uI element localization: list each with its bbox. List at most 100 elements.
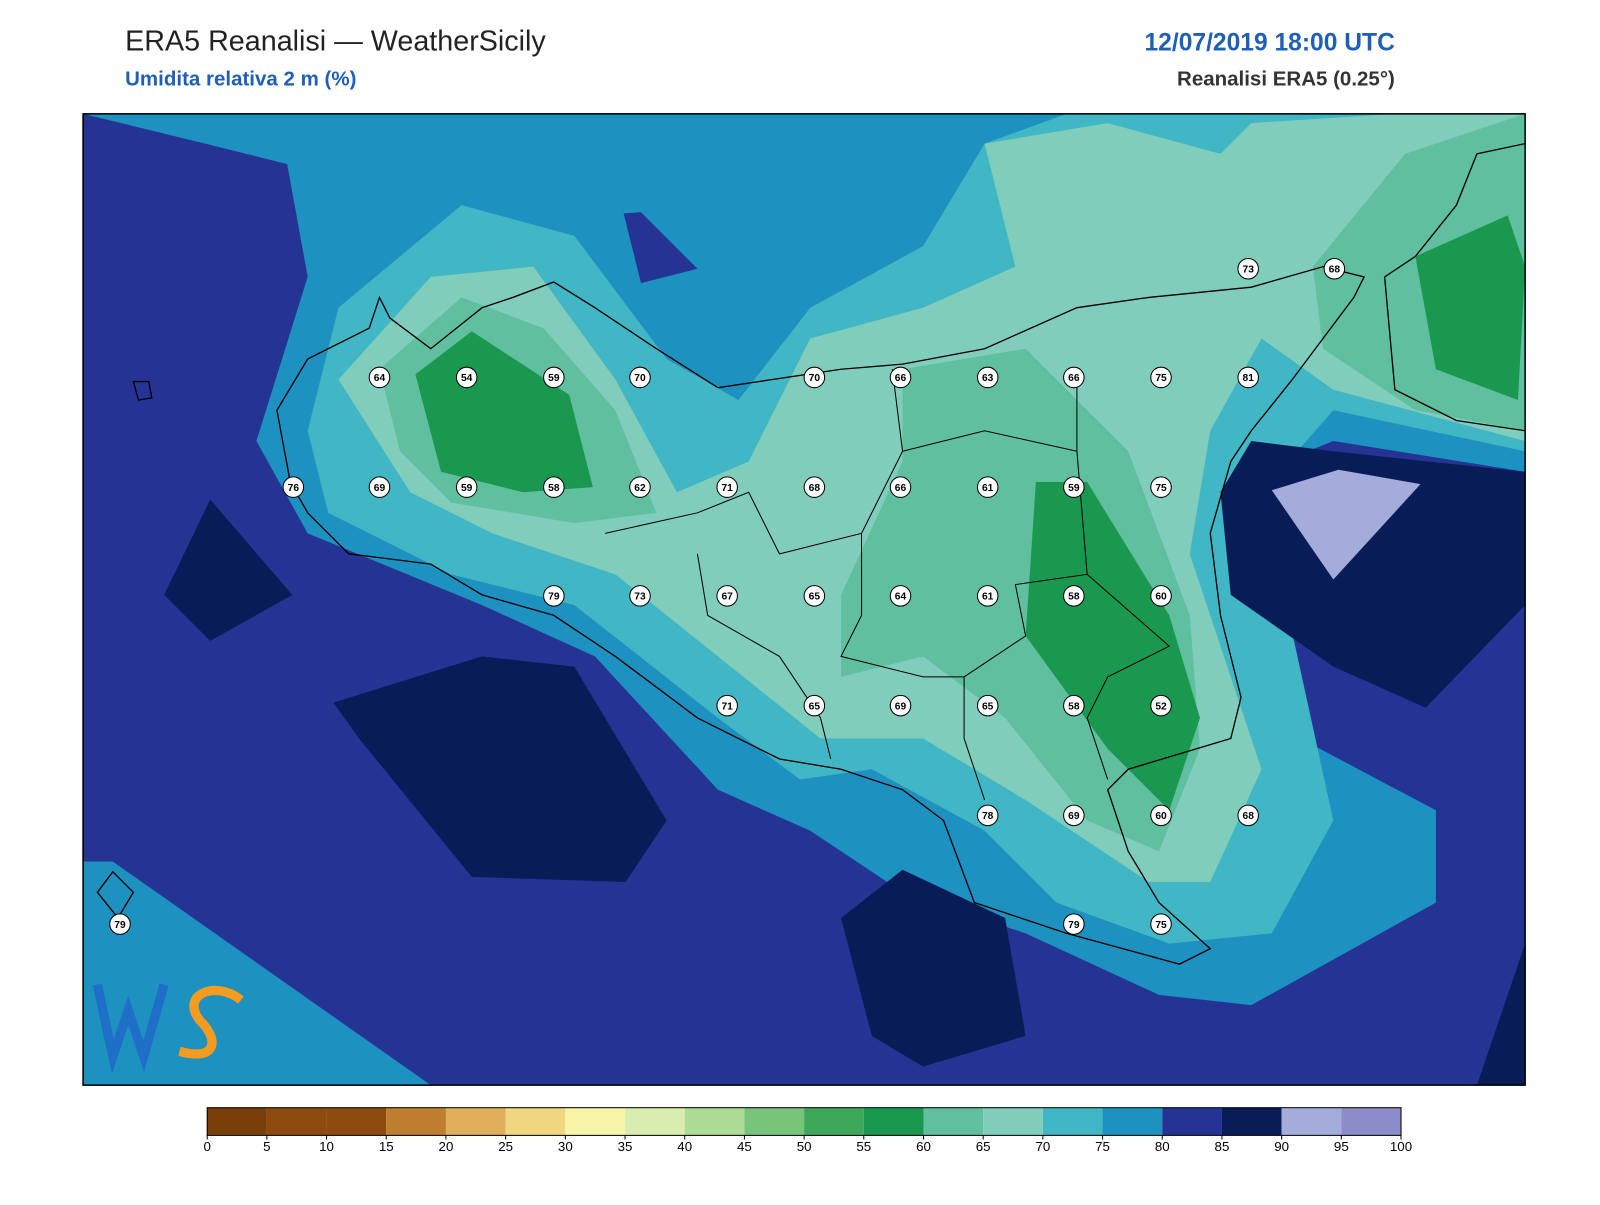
title: ERA5 Reanalisi — WeatherSicily (125, 26, 546, 58)
station-marker (543, 476, 565, 498)
station-marker (1323, 257, 1346, 280)
colorbar-tick-label: 10 (319, 1139, 334, 1154)
band (623, 212, 698, 284)
colorbar-bin (266, 1107, 327, 1136)
band (1271, 469, 1421, 580)
station-marker (976, 694, 999, 717)
station-marker (889, 476, 912, 498)
station-marker (629, 366, 651, 389)
station-marker (1063, 913, 1085, 935)
colorbar-bin (1221, 1107, 1282, 1136)
station-value: 58 (1068, 592, 1080, 603)
station-marker (455, 476, 478, 498)
colorbar-bin (1341, 1107, 1402, 1136)
colorbar-bin (983, 1107, 1043, 1136)
station-value: 69 (374, 483, 386, 494)
logo (92, 983, 244, 1074)
station-value: 59 (548, 373, 560, 384)
station-marker (1063, 585, 1085, 607)
colorbar-bin (1102, 1107, 1163, 1136)
station-value: 79 (114, 920, 126, 931)
station-value: 79 (548, 592, 560, 603)
colorbar-tick-label: 15 (379, 1139, 394, 1154)
map-frame (82, 113, 1526, 1086)
station-value: 73 (634, 592, 646, 603)
station-value: 66 (895, 373, 907, 384)
station-marker (889, 585, 912, 607)
station-value: 59 (461, 483, 473, 494)
station-marker (109, 913, 131, 935)
station-value: 63 (982, 373, 994, 384)
station-marker (629, 476, 651, 498)
station-value: 78 (982, 811, 994, 822)
station-marker (716, 585, 738, 607)
colorbar-bin (326, 1107, 387, 1136)
colorbar-bin (1162, 1107, 1222, 1136)
colorbar-bin (445, 1107, 506, 1136)
station-value: 76 (288, 483, 300, 494)
station-value: 75 (1155, 373, 1167, 384)
station-value: 68 (1329, 264, 1341, 275)
station-marker (976, 804, 999, 827)
colorbar-bin (625, 1107, 685, 1136)
station-marker (976, 585, 999, 607)
station-marker (543, 585, 565, 607)
station-marker (1237, 257, 1259, 280)
station-marker (976, 476, 999, 498)
station-value: 68 (1243, 811, 1255, 822)
station-value: 70 (634, 373, 646, 384)
station-value: 75 (1155, 920, 1167, 931)
station-marker (368, 366, 391, 389)
station-value: 61 (982, 483, 994, 494)
station-marker (803, 694, 826, 717)
station-value: 61 (982, 592, 994, 603)
station-marker (543, 366, 565, 389)
station-marker (889, 366, 912, 389)
station-marker (716, 476, 738, 498)
colorbar-tick-label: 95 (1334, 1139, 1349, 1154)
colorbar-tick-label: 25 (498, 1139, 513, 1154)
station-marker (368, 476, 391, 498)
colorbar-tick-label: 80 (1155, 1139, 1170, 1154)
station-marker (1150, 913, 1172, 935)
colorbar-tick-label: 100 (1390, 1139, 1412, 1154)
station-value: 59 (1068, 483, 1080, 494)
colorbar-bin (684, 1107, 745, 1136)
station-value: 62 (634, 483, 646, 494)
colorbar-tick-label: 75 (1095, 1139, 1110, 1154)
station-value: 69 (1068, 811, 1080, 822)
station-value: 58 (1068, 701, 1080, 712)
station-value: 64 (374, 373, 386, 384)
station-marker (1150, 585, 1172, 607)
station-marker (1150, 366, 1172, 389)
station-marker (1063, 366, 1085, 389)
colorbar-bin (863, 1107, 924, 1136)
station-marker (803, 366, 826, 389)
colorbar-tick-label: 85 (1215, 1139, 1230, 1154)
station-marker (1063, 476, 1085, 498)
station-value: 71 (721, 483, 733, 494)
station-value: 75 (1155, 483, 1167, 494)
station-marker (976, 366, 999, 389)
colorbar-tick-label: 45 (737, 1139, 752, 1154)
station-value: 65 (982, 701, 994, 712)
station-marker (1150, 476, 1172, 498)
station-value: 54 (461, 373, 473, 384)
station-value: 58 (548, 483, 560, 494)
station-marker (1150, 694, 1172, 717)
stations: 64 54 59 70 70 66 63 66 75 81 73 68 76 69 59 58 62 71 68 66… (109, 257, 1346, 935)
colorbar-bin (1042, 1107, 1103, 1136)
colorbar-bin (923, 1107, 984, 1136)
colorbar-tick-label: 50 (797, 1139, 812, 1154)
coastline (96, 142, 1526, 965)
colorbar-tick-label: 65 (976, 1139, 991, 1154)
station-marker (889, 694, 912, 717)
station-marker (1150, 804, 1172, 827)
colorbar-bin (386, 1107, 446, 1136)
station-value: 65 (809, 592, 821, 603)
colorbar-bin (565, 1107, 626, 1136)
station-marker (455, 366, 478, 389)
station-value: 70 (809, 373, 821, 384)
